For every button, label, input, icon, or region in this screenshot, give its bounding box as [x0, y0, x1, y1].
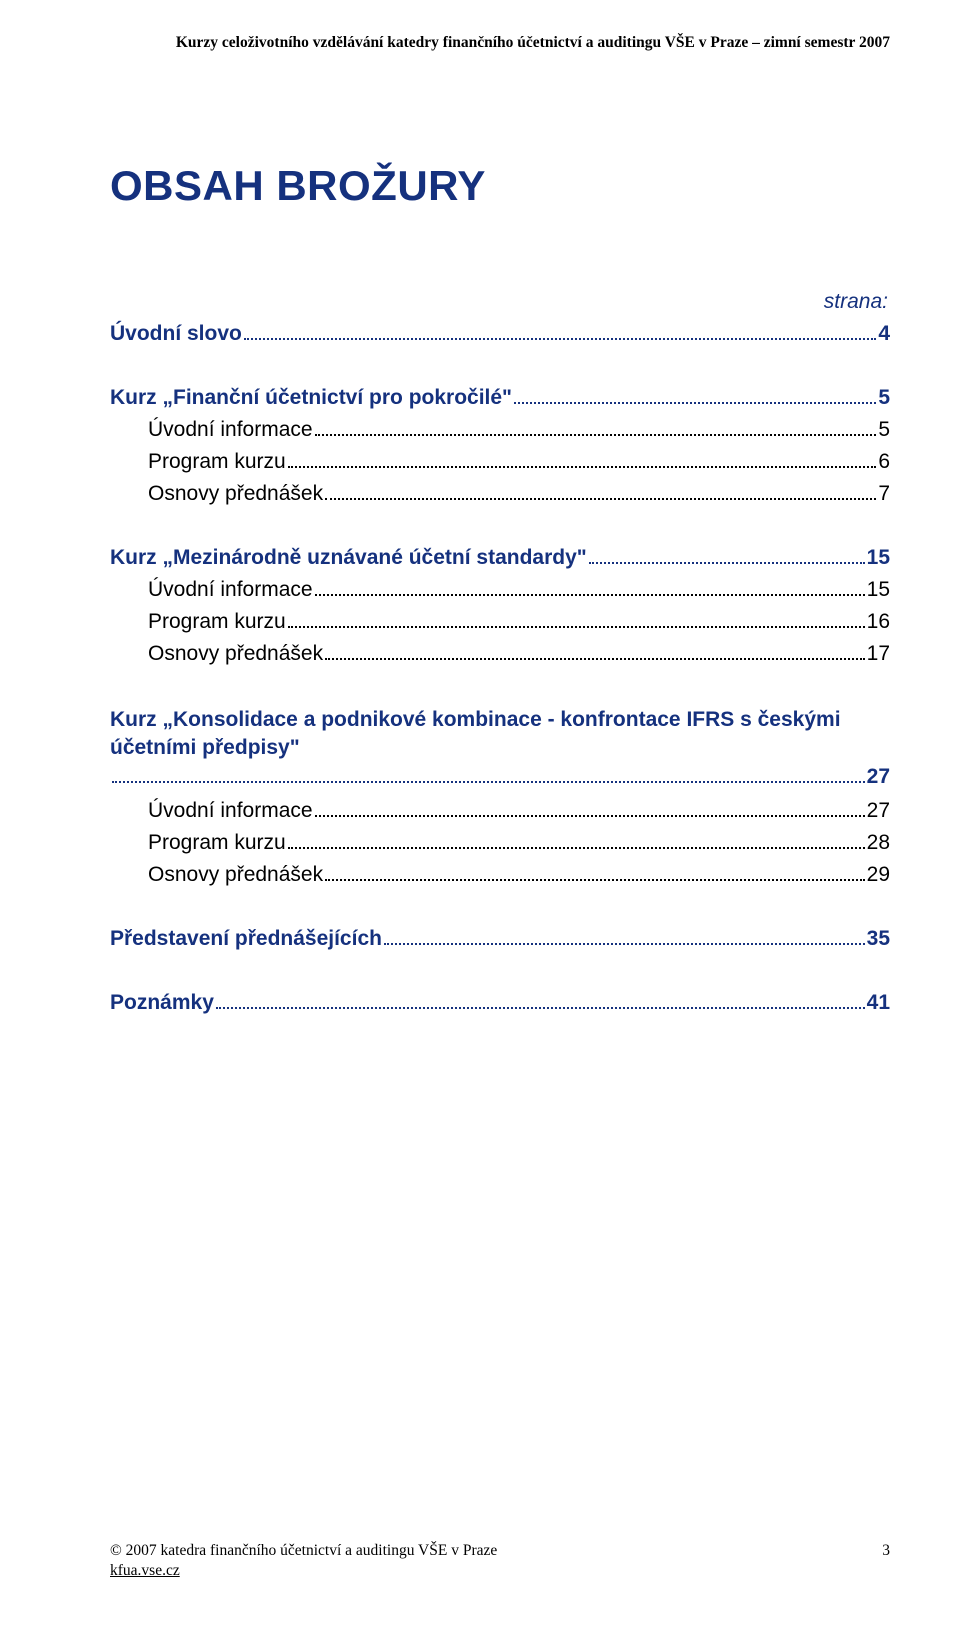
toc-subentry: Úvodní informace 15 — [110, 578, 890, 602]
footer-top-row: © 2007 katedra finančního účetnictví a a… — [110, 1542, 890, 1560]
toc-entry-kurz-mezinarodne: Kurz „Mezinárodně uznávané účetní standa… — [110, 546, 890, 570]
toc-leader-dots — [288, 460, 877, 468]
toc-leader-dots — [325, 652, 865, 660]
toc-entry-uvodni-slovo: Úvodní slovo 4 — [110, 322, 890, 346]
toc-subentry: Program kurzu 16 — [110, 610, 890, 634]
toc-page-number: 27 — [867, 799, 890, 823]
toc-page-number: 15 — [867, 546, 890, 570]
toc-page-number: 41 — [867, 991, 890, 1015]
toc-leader-dots — [384, 937, 865, 945]
toc-subentry: Osnovy přednášek 7 — [110, 482, 890, 506]
toc-leader-dots — [288, 620, 865, 628]
toc-subentry: Úvodní informace 27 — [110, 799, 890, 823]
toc-subentry: Osnovy přednášek 29 — [110, 863, 890, 887]
toc-entry-kurz-konsolidace: Kurz „Konsolidace a podnikové kombinace … — [110, 706, 890, 791]
toc-label: Kurz „Konsolidace a podnikové kombinace … — [110, 706, 890, 763]
toc-section-predstaveni: Představení přednášejících 35 — [110, 927, 890, 951]
toc-section-financni-ucetnictvi: Kurz „Finanční účetnictví pro pokročilé"… — [110, 386, 890, 506]
toc-leader-dots — [315, 588, 865, 596]
toc-page-number: 15 — [867, 578, 890, 602]
toc-label: Kurz „Mezinárodně uznávané účetní standa… — [110, 546, 587, 570]
toc-label: Osnovy přednášek — [148, 642, 323, 666]
toc-entry-predstaveni: Představení přednášejících 35 — [110, 927, 890, 951]
toc-label: Program kurzu — [148, 450, 286, 474]
toc-label: Program kurzu — [148, 610, 286, 634]
toc-page-number: 28 — [867, 831, 890, 855]
toc-leader-dots — [325, 492, 876, 500]
toc-page-number: 4 — [878, 322, 890, 346]
toc-leader-dots — [325, 873, 865, 881]
document-page: Kurzy celoživotního vzdělávání katedry f… — [0, 0, 960, 1628]
toc-label: Úvodní informace — [148, 799, 313, 823]
toc-subentry: Úvodní informace 5 — [110, 418, 890, 442]
toc-leader-dots — [315, 428, 877, 436]
toc-page-number: 7 — [878, 482, 890, 506]
toc-label: Poznámky — [110, 991, 214, 1015]
toc-page-number: 6 — [878, 450, 890, 474]
toc-leader-dots — [244, 332, 876, 340]
toc-page-number: 16 — [867, 610, 890, 634]
toc-page-number: 35 — [867, 927, 890, 951]
toc-subentry: Osnovy přednášek 17 — [110, 642, 890, 666]
toc-label: Osnovy přednášek — [148, 863, 323, 887]
toc-subentry: Program kurzu 28 — [110, 831, 890, 855]
toc-label: Program kurzu — [148, 831, 286, 855]
footer-page-number: 3 — [882, 1542, 890, 1560]
strana-label: strana: — [110, 290, 890, 314]
toc-page-number: 5 — [878, 386, 890, 410]
page-footer: © 2007 katedra finančního účetnictví a a… — [110, 1542, 890, 1580]
footer-copyright: © 2007 katedra finančního účetnictví a a… — [110, 1542, 497, 1560]
running-header: Kurzy celoživotního vzdělávání katedry f… — [110, 34, 890, 52]
toc-label: Osnovy přednášek — [148, 482, 323, 506]
toc-label: Kurz „Finanční účetnictví pro pokročilé" — [110, 386, 512, 410]
toc-page-number: 17 — [867, 642, 890, 666]
toc-section-mezinarodne: Kurz „Mezinárodně uznávané účetní standa… — [110, 546, 890, 666]
page-title: OBSAH BROŽURY — [110, 162, 890, 210]
toc-leader-dots — [589, 556, 865, 564]
toc-page-number: 5 — [878, 418, 890, 442]
toc-entry-poznamky: Poznámky 41 — [110, 991, 890, 1015]
toc-subentry: Program kurzu 6 — [110, 450, 890, 474]
toc-leader-dots — [514, 396, 876, 404]
toc-leader-dots — [315, 809, 865, 817]
footer-link: kfua.vse.cz — [110, 1562, 180, 1580]
toc-page-number: 29 — [867, 863, 890, 887]
toc-entry-kurz-financni: Kurz „Finanční účetnictví pro pokročilé"… — [110, 386, 890, 410]
toc-label: Úvodní informace — [148, 578, 313, 602]
toc-leader-dots — [216, 1001, 865, 1009]
toc-section-konsolidace: Kurz „Konsolidace a podnikové kombinace … — [110, 706, 890, 887]
toc-leader-dots — [288, 841, 865, 849]
toc-label: Úvodní informace — [148, 418, 313, 442]
toc-label: Představení přednášejících — [110, 927, 382, 951]
toc-label: Úvodní slovo — [110, 322, 242, 346]
toc-leader-dots — [112, 774, 865, 782]
toc-page-number: 27 — [867, 763, 890, 791]
toc-section-poznamky: Poznámky 41 — [110, 991, 890, 1015]
